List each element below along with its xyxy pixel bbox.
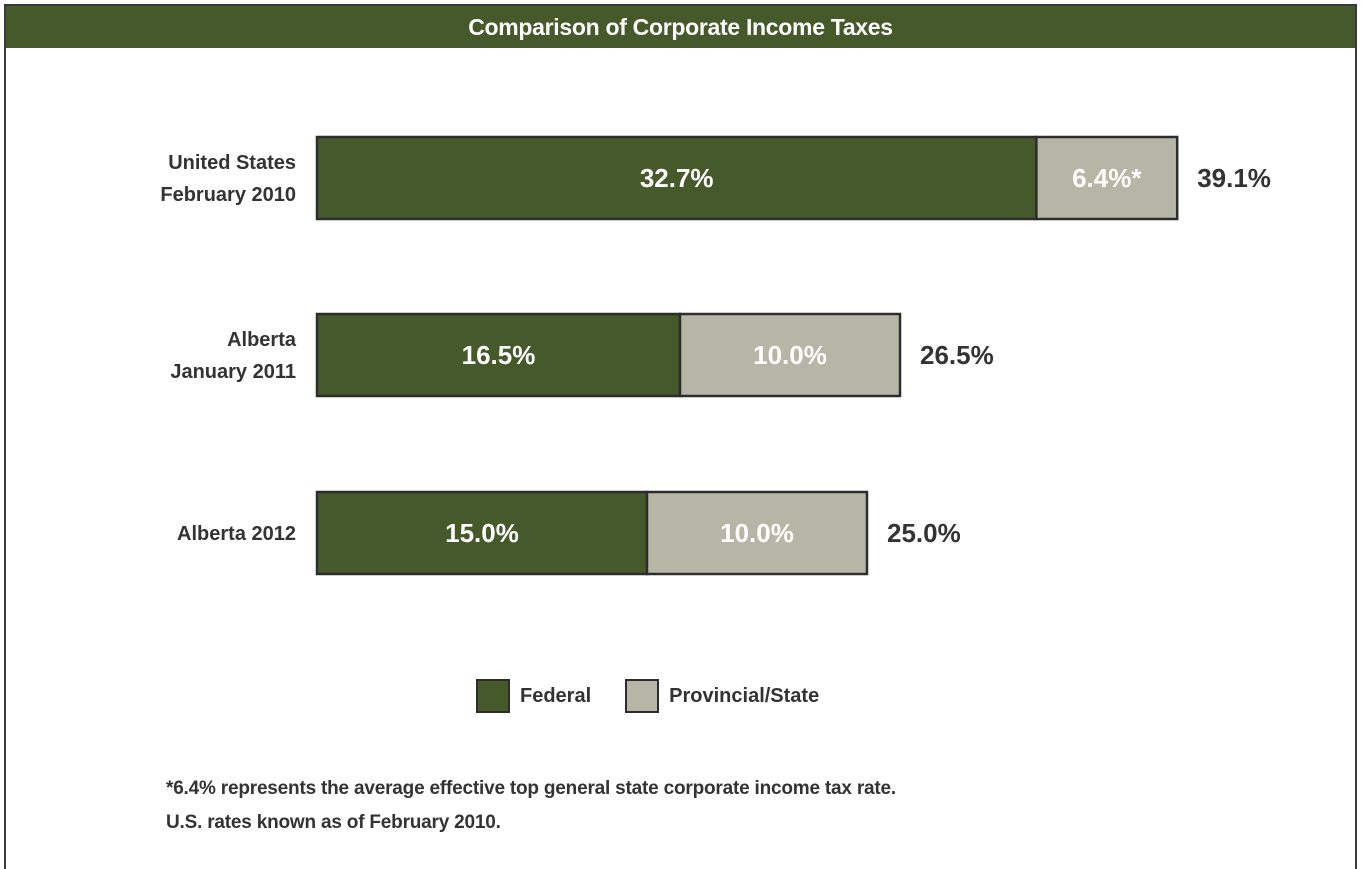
legend-label-federal: Federal [520, 684, 592, 707]
bar-segment-provincial-state-0 [1035, 135, 1179, 221]
bar-segment-federal-1 [315, 312, 682, 398]
category-label-line: January 2011 [170, 361, 296, 383]
total-label-2: 25.0% [887, 518, 961, 548]
category-label-line: February 2010 [160, 184, 296, 206]
total-label-0: 39.1% [1197, 163, 1271, 193]
category-label-line: Alberta 2012 [177, 523, 296, 545]
bar-segment-provincial-state-2 [645, 490, 869, 576]
legend-label-provincial-state: Provincial/State [669, 684, 820, 707]
data-label-federal-1: 16.5% [462, 340, 536, 370]
footnotes: *6.4% represents the average effective t… [166, 772, 896, 840]
data-label-provincial-state-2: 10.0% [720, 518, 794, 548]
legend: Federal Provincial/State [476, 678, 819, 714]
data-label-provincial-state-0: 6.4%* [1072, 163, 1142, 193]
footnote-date: U.S. rates known as of February 2010. [166, 812, 501, 833]
bar-segment-provincial-state-1 [678, 312, 902, 398]
category-label-2: Alberta 2012 [177, 523, 296, 545]
category-label-1: Alberta January 2011 [170, 329, 297, 383]
data-label-provincial-state-1: 10.0% [753, 340, 827, 370]
category-label-0: United States February 2010 [160, 152, 296, 206]
footnote-asterisk: *6.4% represents the average effective t… [166, 778, 896, 799]
legend-item-federal: Federal [476, 679, 591, 713]
total-label-1: 26.5% [920, 340, 994, 370]
category-label-line: Alberta [227, 329, 297, 351]
chart-title: Comparison of Corporate Income Taxes [6, 6, 1355, 48]
data-label-federal-2: 15.0% [445, 518, 519, 548]
legend-swatch-federal [476, 679, 510, 713]
legend-swatch-provincial-state [625, 679, 660, 713]
legend-item-provincial-state: Provincial/State [625, 679, 819, 713]
data-label-federal-0: 32.7% [640, 163, 714, 193]
bar-segment-federal-2 [315, 490, 649, 576]
category-label-line: United States [168, 152, 296, 174]
